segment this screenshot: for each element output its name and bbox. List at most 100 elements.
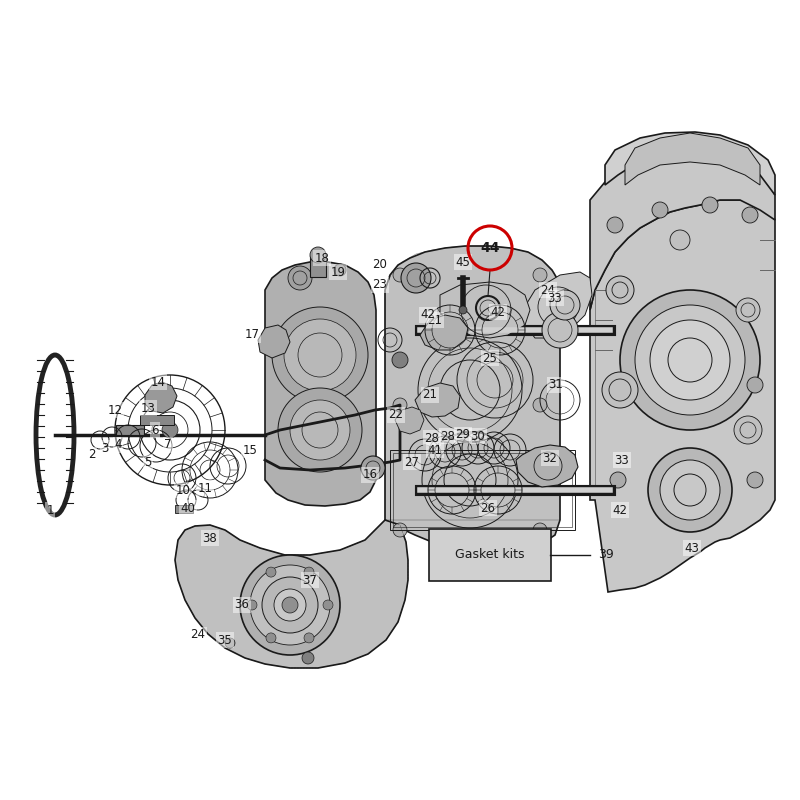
Text: 45: 45 [455,255,470,269]
Polygon shape [395,407,424,434]
Text: 6: 6 [151,423,158,437]
Text: 39: 39 [598,549,614,562]
Circle shape [361,456,385,480]
Circle shape [262,577,318,633]
Circle shape [250,565,330,645]
Circle shape [542,312,578,348]
Polygon shape [175,520,408,668]
Polygon shape [415,383,460,417]
Text: 5: 5 [144,455,152,469]
Text: Gasket kits: Gasket kits [455,549,525,562]
Circle shape [736,298,760,322]
Bar [393,453,572,527]
Text: 21: 21 [427,314,442,326]
Text: 29: 29 [455,429,470,442]
Circle shape [266,567,276,577]
Polygon shape [590,200,775,592]
Circle shape [288,266,312,290]
Text: 22: 22 [389,409,403,422]
FancyBboxPatch shape [429,529,551,581]
Text: 20: 20 [373,258,387,271]
Circle shape [278,388,362,472]
Text: 1: 1 [46,503,54,517]
Circle shape [284,319,356,391]
Text: 28: 28 [441,430,455,442]
Circle shape [274,589,306,621]
Circle shape [550,290,580,320]
Circle shape [302,652,314,664]
Text: 35: 35 [218,634,232,646]
Text: 11: 11 [198,482,213,494]
Circle shape [533,398,547,412]
Circle shape [393,523,407,537]
Circle shape [282,597,298,613]
Circle shape [247,600,257,610]
Circle shape [266,633,276,643]
Circle shape [747,377,763,393]
Polygon shape [625,133,760,185]
Circle shape [742,207,758,223]
Text: 28: 28 [425,431,439,445]
Circle shape [607,217,623,233]
Circle shape [393,268,407,282]
Bar [310,255,326,277]
Text: 41: 41 [427,443,442,457]
Text: 43: 43 [685,542,699,554]
Circle shape [392,352,408,368]
Circle shape [240,555,340,655]
Circle shape [533,268,547,282]
Circle shape [162,422,178,438]
Circle shape [670,230,690,250]
Bar [175,505,193,513]
Text: 27: 27 [405,455,419,469]
Polygon shape [385,246,560,552]
Circle shape [323,600,333,610]
Polygon shape [605,132,775,195]
Text: 4: 4 [114,438,122,451]
Bar [140,415,174,425]
Bar [116,425,144,435]
Polygon shape [440,282,530,338]
Circle shape [602,372,638,408]
Circle shape [225,638,235,648]
Text: 42: 42 [421,309,435,322]
Polygon shape [524,272,592,338]
Circle shape [620,290,760,430]
Text: 19: 19 [330,266,346,278]
Text: 24: 24 [190,629,206,642]
Polygon shape [516,445,578,487]
Text: 24: 24 [541,283,555,297]
Text: 12: 12 [107,403,122,417]
Circle shape [290,400,350,460]
Circle shape [459,306,467,314]
Text: 18: 18 [314,251,330,265]
Text: 16: 16 [362,469,378,482]
Text: 21: 21 [422,389,438,402]
Text: 10: 10 [175,483,190,497]
Text: 15: 15 [242,443,258,457]
Text: 32: 32 [542,451,558,465]
Polygon shape [145,382,177,413]
Circle shape [648,448,732,532]
Text: 2: 2 [88,449,96,462]
Circle shape [734,416,762,444]
Circle shape [393,398,407,412]
Circle shape [747,472,763,488]
Polygon shape [420,315,468,350]
Text: 42: 42 [613,503,627,517]
Circle shape [606,276,634,304]
Circle shape [660,460,720,520]
Text: 38: 38 [202,531,218,545]
Text: 44: 44 [480,241,500,255]
Text: 40: 40 [181,502,195,514]
Circle shape [304,633,314,643]
Circle shape [272,307,368,403]
Circle shape [610,377,626,393]
Polygon shape [590,150,775,310]
Text: 3: 3 [102,442,109,454]
Text: 23: 23 [373,278,387,291]
Text: 17: 17 [245,329,259,342]
Text: 42: 42 [490,306,506,318]
Circle shape [304,567,314,577]
Text: 14: 14 [150,375,166,389]
